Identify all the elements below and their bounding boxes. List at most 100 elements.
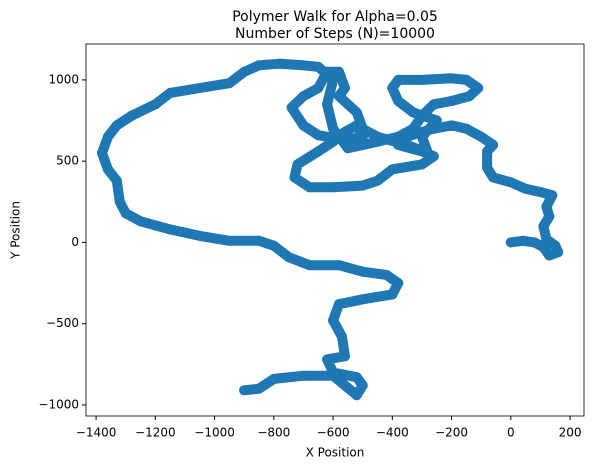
point bbox=[333, 260, 344, 271]
point bbox=[550, 240, 561, 251]
point bbox=[313, 61, 324, 72]
point bbox=[446, 73, 457, 84]
point bbox=[322, 354, 333, 365]
x-tick-label: −600 bbox=[317, 426, 350, 440]
point bbox=[372, 136, 383, 147]
point bbox=[505, 177, 516, 188]
point bbox=[304, 182, 315, 193]
point bbox=[544, 211, 555, 222]
point bbox=[333, 66, 344, 77]
point bbox=[96, 148, 107, 159]
point bbox=[165, 87, 176, 98]
point bbox=[298, 60, 309, 71]
point bbox=[416, 131, 427, 142]
point bbox=[224, 78, 235, 89]
point bbox=[541, 201, 552, 212]
y-tick-label: −500 bbox=[46, 316, 79, 330]
y-axis-label: Y Position bbox=[9, 201, 23, 260]
point bbox=[517, 235, 528, 246]
point bbox=[428, 123, 439, 134]
point bbox=[387, 83, 398, 94]
point bbox=[135, 216, 146, 227]
point bbox=[194, 230, 205, 241]
x-tick-label: 200 bbox=[559, 426, 582, 440]
x-tick-label: −1200 bbox=[135, 426, 176, 440]
y-tick-label: −1000 bbox=[38, 397, 79, 411]
point bbox=[541, 234, 552, 245]
point bbox=[224, 235, 235, 246]
point bbox=[336, 331, 347, 342]
point bbox=[254, 235, 265, 246]
point bbox=[535, 187, 546, 198]
x-tick-label: −400 bbox=[376, 426, 409, 440]
point bbox=[422, 148, 433, 159]
point bbox=[529, 237, 540, 248]
point bbox=[339, 83, 350, 94]
x-axis-label: X Position bbox=[306, 446, 365, 460]
point bbox=[520, 183, 531, 194]
point bbox=[342, 143, 353, 154]
chart-title: Polymer Walk for Alpha=0.05 bbox=[232, 9, 438, 25]
point bbox=[120, 208, 131, 219]
point bbox=[322, 99, 333, 110]
point bbox=[333, 299, 344, 310]
point bbox=[165, 224, 176, 235]
point bbox=[482, 162, 493, 173]
point bbox=[476, 131, 487, 142]
point bbox=[416, 110, 427, 121]
point bbox=[408, 123, 419, 134]
point bbox=[328, 74, 339, 85]
point bbox=[339, 126, 350, 137]
point bbox=[194, 83, 205, 94]
y-tick-label: 0 bbox=[71, 235, 79, 249]
point bbox=[381, 269, 392, 280]
point bbox=[482, 146, 493, 157]
point bbox=[328, 315, 339, 326]
point bbox=[488, 172, 499, 183]
point bbox=[505, 237, 516, 248]
point bbox=[339, 135, 350, 146]
point bbox=[393, 139, 404, 150]
point bbox=[416, 74, 427, 85]
point bbox=[298, 91, 309, 102]
y-tick-label: 1000 bbox=[48, 72, 79, 86]
point bbox=[274, 58, 285, 69]
point bbox=[239, 385, 250, 396]
point bbox=[416, 159, 427, 170]
point bbox=[357, 294, 368, 305]
point bbox=[393, 278, 404, 289]
point bbox=[313, 83, 324, 94]
x-tick-label: −1000 bbox=[194, 426, 235, 440]
point bbox=[339, 351, 350, 362]
point bbox=[286, 102, 297, 113]
point bbox=[298, 370, 309, 381]
point bbox=[547, 190, 558, 201]
point bbox=[408, 107, 419, 118]
point bbox=[372, 175, 383, 186]
point bbox=[464, 91, 475, 102]
point bbox=[393, 131, 404, 142]
point bbox=[333, 91, 344, 102]
point bbox=[393, 74, 404, 85]
x-tick-label: −800 bbox=[257, 426, 290, 440]
point bbox=[488, 139, 499, 150]
point bbox=[473, 83, 484, 94]
point bbox=[357, 380, 368, 391]
point bbox=[328, 182, 339, 193]
point bbox=[268, 373, 279, 384]
point bbox=[446, 96, 457, 107]
point bbox=[351, 390, 362, 401]
point bbox=[126, 110, 137, 121]
y-tick-label: 500 bbox=[56, 154, 79, 168]
point bbox=[402, 139, 413, 150]
point bbox=[254, 383, 265, 394]
point bbox=[351, 372, 362, 383]
point bbox=[461, 123, 472, 134]
point bbox=[328, 136, 339, 147]
point bbox=[387, 164, 398, 175]
point bbox=[254, 60, 265, 71]
point bbox=[239, 66, 250, 77]
plot-frame bbox=[85, 43, 585, 417]
x-tick-label: −1400 bbox=[76, 426, 117, 440]
